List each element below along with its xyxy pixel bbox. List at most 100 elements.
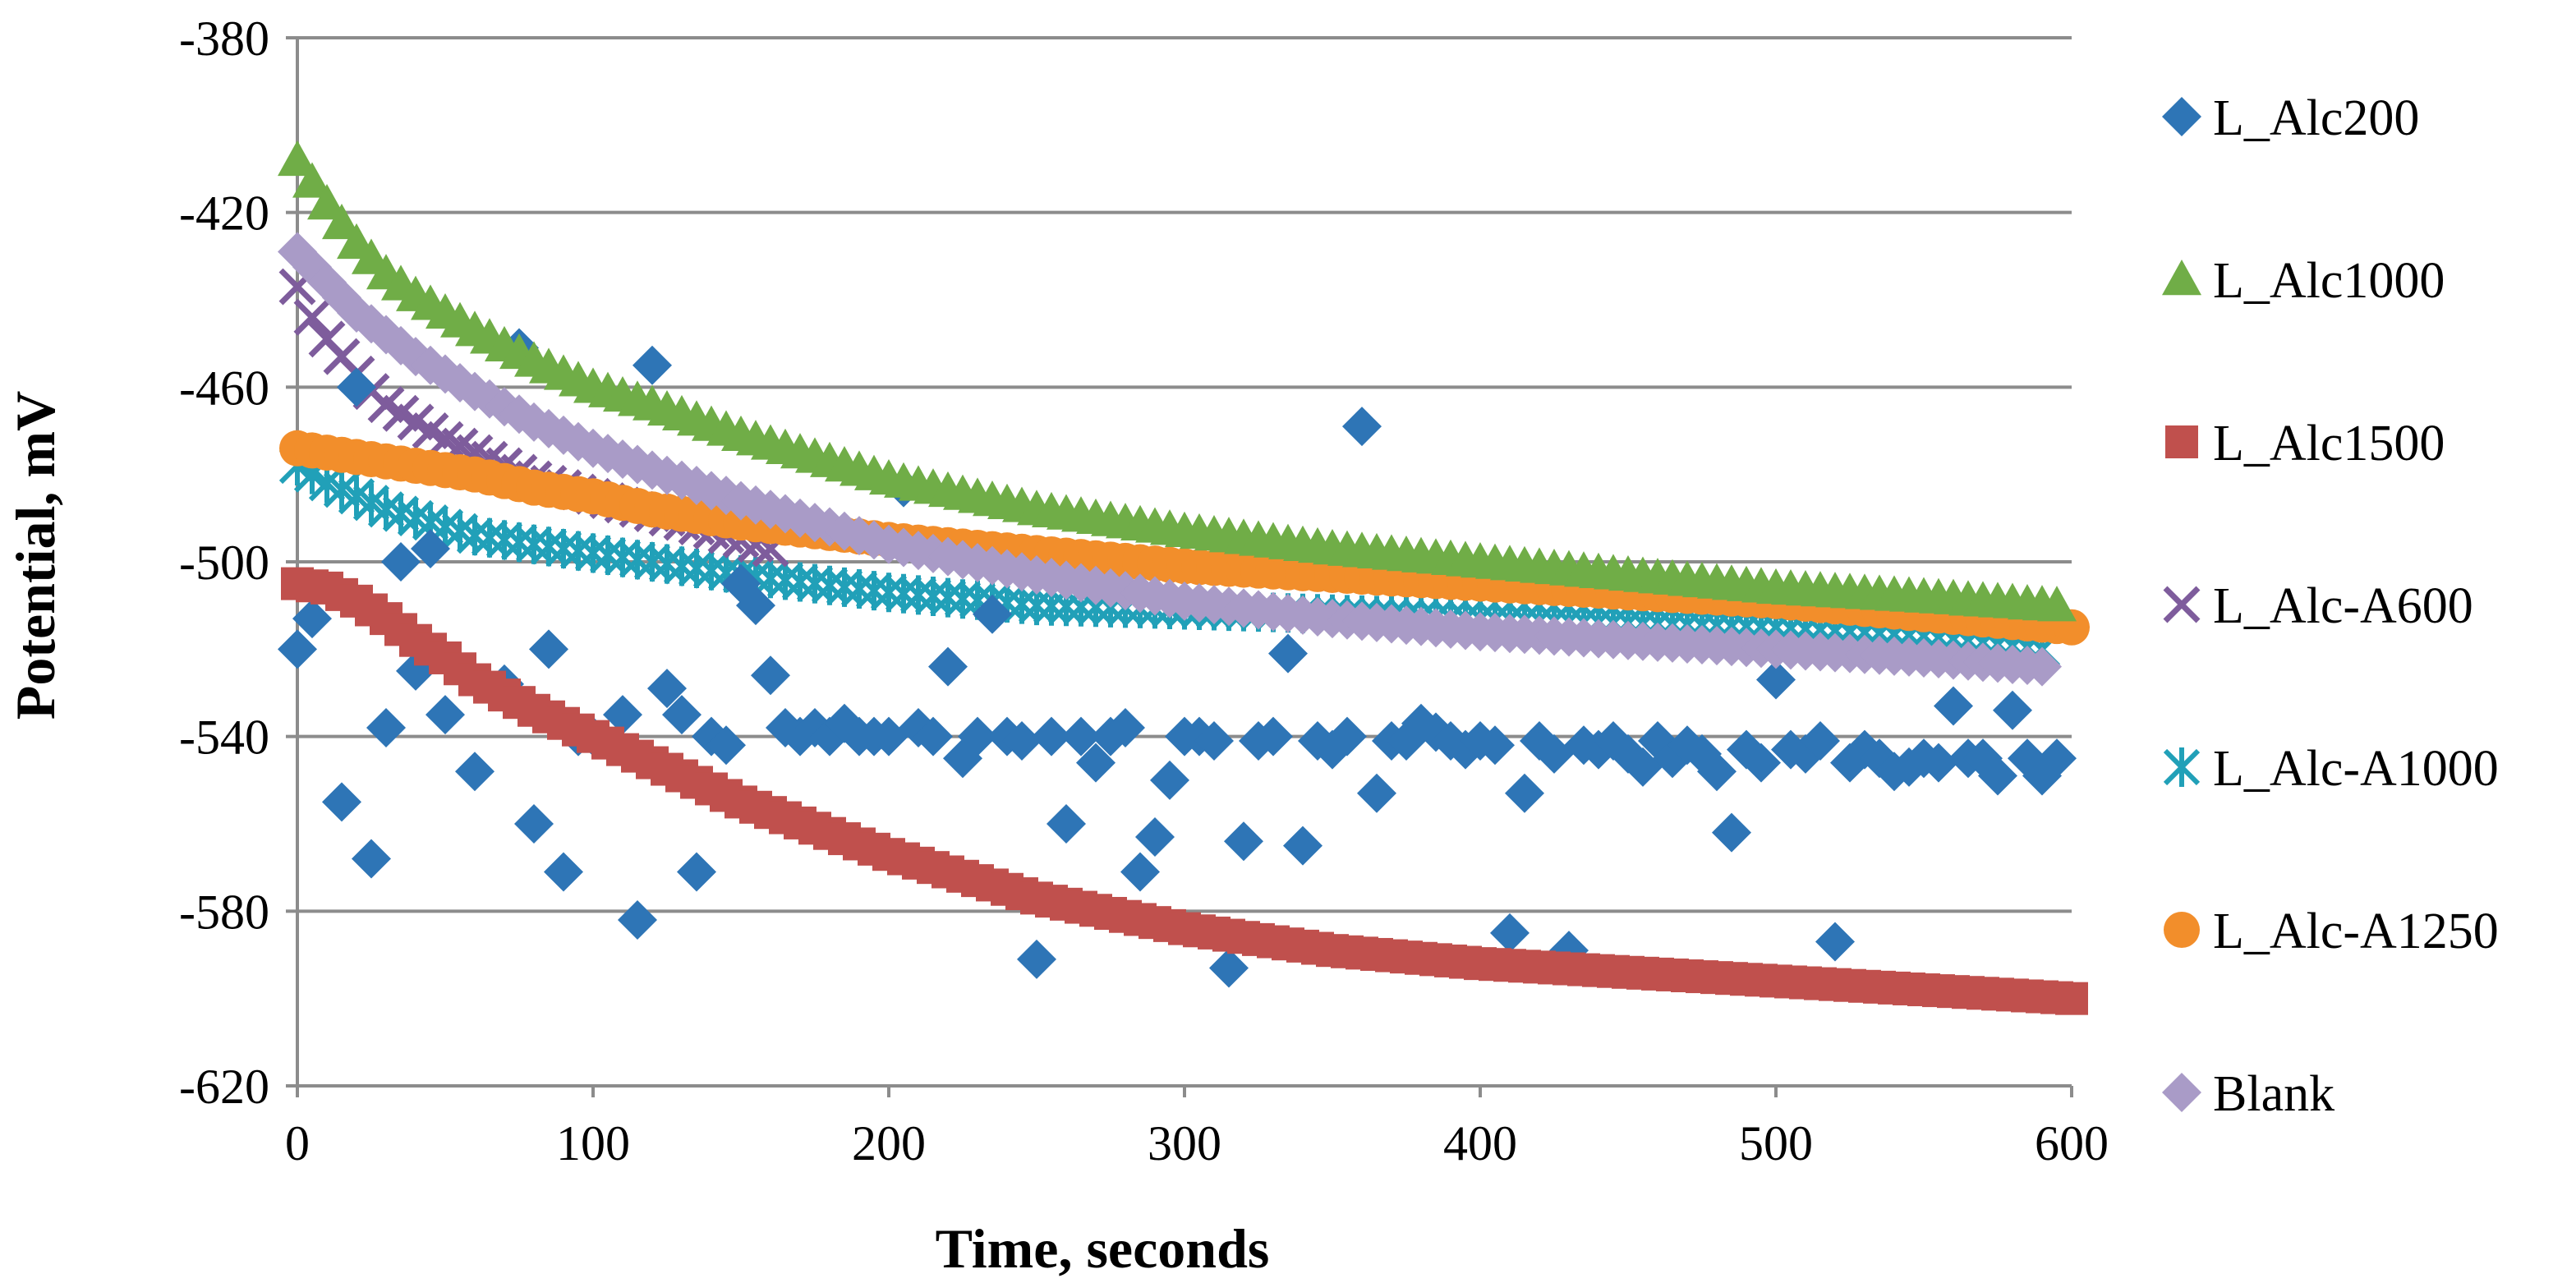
- data-point: [1120, 852, 1160, 892]
- data-point: [292, 599, 332, 639]
- data-point: [322, 782, 361, 822]
- data-point: [1268, 633, 1308, 674]
- data-point: [1801, 720, 1840, 761]
- data-point: [1490, 913, 1530, 953]
- legend-marker: [2164, 912, 2200, 948]
- legend-marker: [2162, 260, 2201, 296]
- data-point: [544, 852, 583, 892]
- data-point: [662, 695, 702, 735]
- data-point: [632, 345, 672, 385]
- x-tick-label: 400: [1443, 1116, 1517, 1170]
- legend-label: L_Alc200: [2213, 90, 2419, 146]
- data-point: [1076, 743, 1116, 783]
- data-point: [1224, 821, 1263, 862]
- data-point: [1475, 725, 1515, 766]
- data-point: [1934, 686, 1973, 726]
- data-point: [1327, 716, 1367, 756]
- x-tick-label: 0: [285, 1116, 310, 1170]
- data-point: [1150, 760, 1189, 800]
- data-point: [928, 646, 968, 687]
- data-point: [706, 725, 746, 766]
- series-layer: [278, 140, 2090, 1015]
- legend-item-l-alc-a1250: L_Alc-A1250: [2164, 904, 2499, 959]
- data-point: [1032, 716, 1071, 756]
- legend-item-l-alc1000: L_Alc1000: [2162, 253, 2445, 309]
- legend-item-l-alc200: L_Alc200: [2162, 90, 2419, 146]
- series-blank: [278, 232, 2062, 687]
- data-point: [647, 669, 687, 709]
- legend-marker: [2162, 97, 2201, 136]
- data-point: [913, 716, 953, 756]
- series-l-alc1000: [278, 140, 2077, 622]
- data-point: [307, 184, 347, 220]
- data-point: [2037, 738, 2077, 779]
- data-point: [1978, 756, 2017, 796]
- y-axis-title: Potential, mV: [4, 391, 67, 720]
- legend-item-l-alc1500: L_Alc1500: [2165, 416, 2445, 471]
- data-point: [1534, 733, 1574, 774]
- data-point: [1756, 660, 1796, 700]
- data-point: [1815, 922, 1855, 962]
- data-point: [1697, 752, 1736, 792]
- data-point: [499, 394, 539, 435]
- legend-label: L_Alc-A1250: [2213, 904, 2499, 959]
- y-tick-label: -420: [179, 186, 269, 241]
- legend-label: Blank: [2213, 1066, 2334, 1122]
- x-tick-label: 300: [1148, 1116, 1221, 1170]
- x-tick-label: 200: [852, 1116, 926, 1170]
- data-point: [381, 542, 421, 582]
- data-point: [1357, 773, 1396, 813]
- data-point: [1017, 939, 1056, 979]
- data-point: [1741, 743, 1781, 783]
- y-tick-label: -540: [179, 710, 269, 765]
- data-point: [736, 586, 775, 626]
- legend-marker: [2165, 425, 2198, 458]
- data-point: [958, 716, 997, 756]
- data-point: [426, 695, 465, 735]
- data-point: [1342, 407, 1382, 447]
- data-point: [455, 752, 494, 792]
- legend-label: L_Alc1500: [2213, 416, 2445, 471]
- data-point: [529, 629, 568, 669]
- legend-marker: [2162, 1073, 2201, 1112]
- data-point: [1106, 708, 1145, 748]
- y-tick-label: -380: [179, 11, 269, 66]
- data-point: [1712, 812, 1751, 853]
- data-point: [278, 629, 317, 669]
- legend-marker: [2163, 747, 2201, 787]
- legend-label: L_Alc-A1000: [2213, 741, 2499, 797]
- legend-layer: L_Alc200 L_Alc1000 L_Alc1500 L_Alc-A600 L_Al…: [2162, 90, 2499, 1122]
- legend-item-l-alc-a600: L_Alc-A600: [2163, 578, 2473, 634]
- data-point: [2037, 586, 2077, 622]
- axis-layer: 0 100 200 300 400 500 600 -380 -420 -460 -500 -540 -…: [179, 11, 2109, 1170]
- data-point: [293, 298, 331, 336]
- data-point: [322, 203, 361, 240]
- data-point: [603, 695, 642, 735]
- data-point: [514, 804, 554, 844]
- data-point: [2022, 646, 2062, 687]
- x-tick-label: 500: [1739, 1116, 1813, 1170]
- data-point: [1061, 716, 1101, 756]
- data-point: [411, 529, 450, 569]
- y-tick-label: -580: [179, 885, 269, 939]
- y-tick-label: -500: [179, 536, 269, 590]
- data-point: [1209, 948, 1249, 988]
- x-tick-label: 600: [2035, 1116, 2109, 1170]
- y-tick-label: -620: [179, 1060, 269, 1114]
- legend-marker: [2163, 586, 2201, 623]
- data-point: [618, 899, 657, 940]
- x-tick-label: 100: [556, 1116, 630, 1170]
- data-point: [352, 839, 391, 879]
- data-point: [1135, 816, 1175, 857]
- data-point: [1046, 804, 1086, 844]
- data-point: [1283, 825, 1322, 866]
- legend-label: L_Alc-A600: [2213, 578, 2473, 634]
- legend-label: L_Alc1000: [2213, 253, 2445, 309]
- x-axis-title: Time, seconds: [936, 1217, 1270, 1280]
- data-point: [1919, 743, 1958, 783]
- data-point: [1993, 690, 2032, 730]
- data-point: [292, 162, 332, 198]
- data-point: [2055, 982, 2088, 1015]
- series-l-alc1500: [281, 567, 2088, 1015]
